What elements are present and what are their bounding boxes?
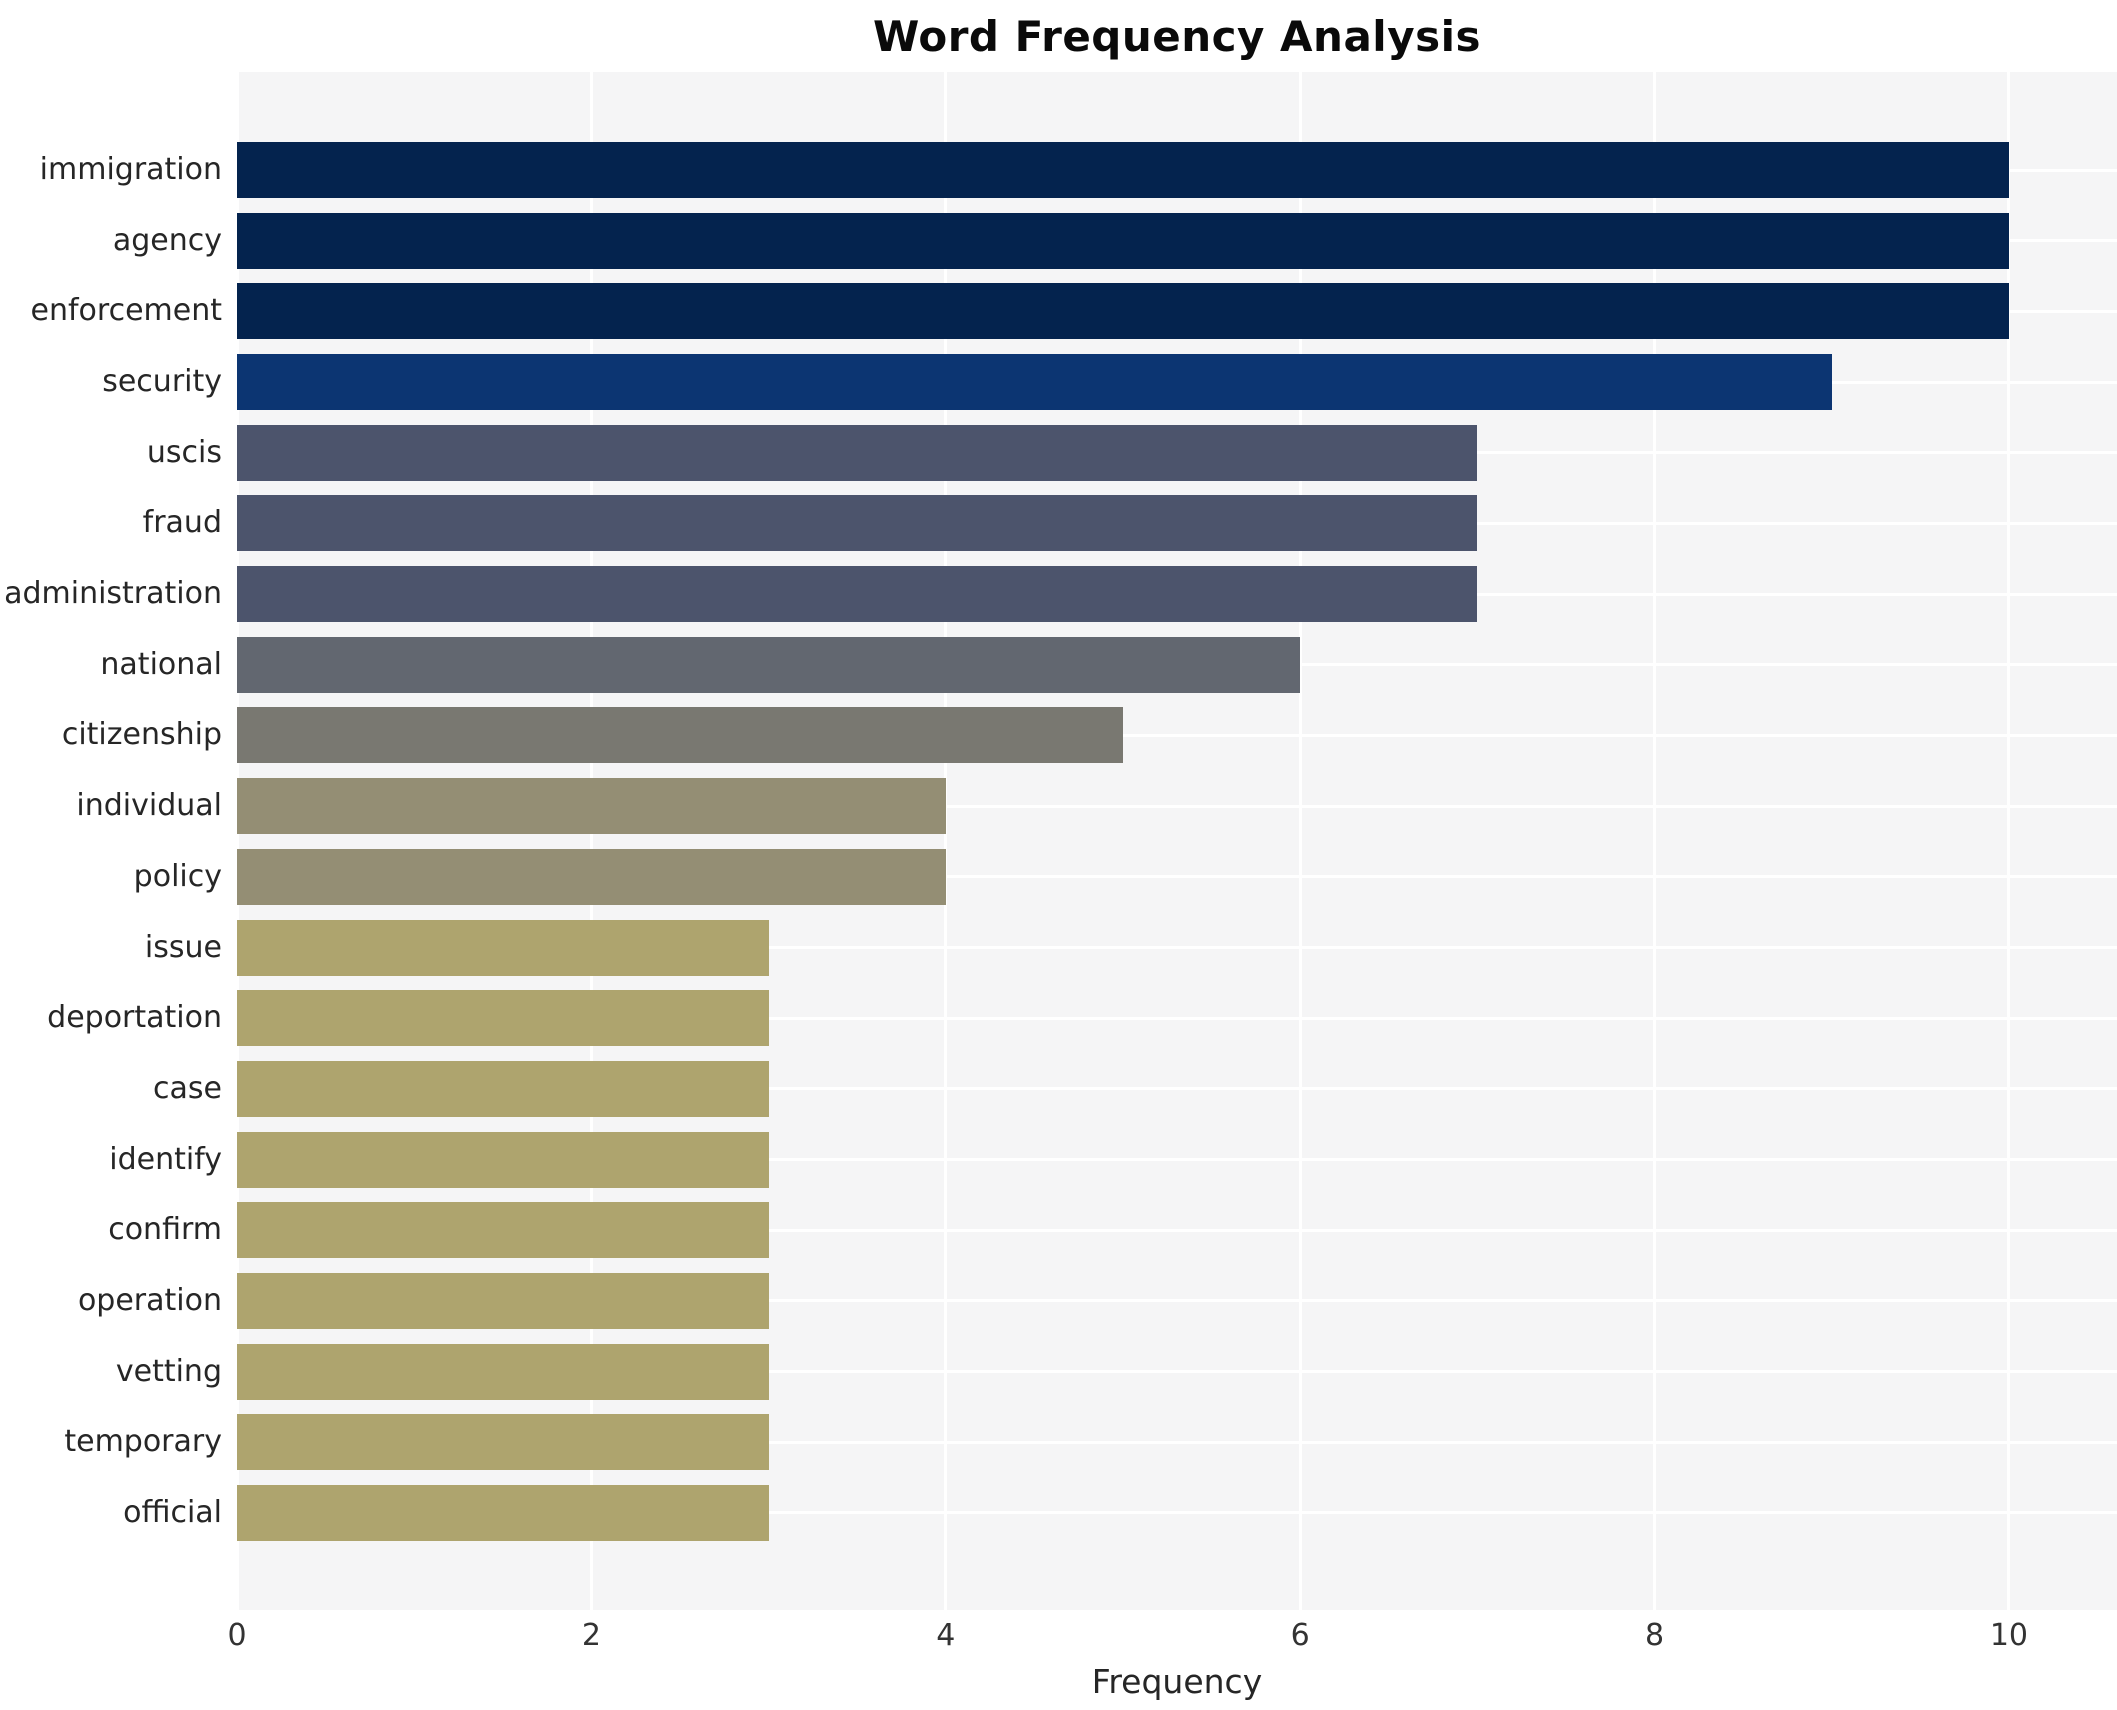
y-axis-label: uscis xyxy=(146,434,222,470)
bar-operation xyxy=(237,1272,769,1329)
h-gridline xyxy=(237,804,2117,808)
bar-case xyxy=(237,1060,769,1117)
h-gridline xyxy=(237,1299,2117,1303)
h-gridline xyxy=(237,1370,2117,1374)
y-axis-label: confirm xyxy=(108,1212,222,1248)
x-tick-label: 0 xyxy=(227,1618,247,1653)
h-gridline xyxy=(237,1440,2117,1444)
bar-policy xyxy=(237,848,946,905)
y-axis-label: immigration xyxy=(39,152,222,188)
x-axis-title: Frequency xyxy=(1091,1662,1263,1701)
bar-temporary xyxy=(237,1414,769,1471)
y-axis-label: official xyxy=(123,1494,222,1530)
y-axis-label: operation xyxy=(77,1282,222,1318)
h-gridline xyxy=(237,1016,2117,1020)
y-axis-label: individual xyxy=(76,788,222,824)
bar-administration xyxy=(237,566,1478,623)
v-gridline xyxy=(944,72,948,1610)
h-gridline xyxy=(237,733,2117,737)
h-gridline xyxy=(237,1511,2117,1515)
v-gridline xyxy=(1653,72,1657,1610)
bar-national xyxy=(237,636,1301,693)
x-tick-label: 2 xyxy=(581,1618,601,1653)
bar-confirm xyxy=(237,1202,769,1259)
y-axis-label: administration xyxy=(4,576,222,612)
y-axis-label: agency xyxy=(112,222,222,258)
bar-immigration xyxy=(237,142,2009,199)
v-gridline xyxy=(235,72,239,1610)
x-tick-label: 6 xyxy=(1290,1618,1310,1653)
y-axis-label: national xyxy=(100,646,222,682)
v-gridline xyxy=(1298,72,1302,1610)
bar-enforcement xyxy=(237,283,2009,340)
bar-identify xyxy=(237,1131,769,1188)
h-gridline xyxy=(237,1158,2117,1162)
bar-agency xyxy=(237,212,2009,269)
v-gridline xyxy=(589,72,593,1610)
y-axis-label: deportation xyxy=(47,1000,222,1036)
h-gridline xyxy=(237,1087,2117,1091)
bar-vetting xyxy=(237,1343,769,1400)
h-gridline xyxy=(237,875,2117,879)
y-axis-label: issue xyxy=(144,929,222,965)
y-axis-label: policy xyxy=(133,858,222,894)
bar-fraud xyxy=(237,495,1478,552)
bar-security xyxy=(237,354,1832,411)
y-axis-label: fraud xyxy=(142,505,222,541)
h-gridline xyxy=(237,1228,2117,1232)
bar-issue xyxy=(237,919,769,976)
x-tick-label: 8 xyxy=(1644,1618,1665,1653)
chart-title: Word Frequency Analysis xyxy=(873,12,1481,61)
bar-individual xyxy=(237,778,946,835)
y-axis-label: identify xyxy=(109,1141,222,1177)
bar-deportation xyxy=(237,990,769,1047)
y-axis-label: case xyxy=(153,1070,222,1106)
y-axis-label: temporary xyxy=(64,1424,222,1460)
y-axis-label: citizenship xyxy=(61,717,222,753)
bar-uscis xyxy=(237,424,1478,481)
plot-area xyxy=(235,72,2117,1610)
y-axis-label: vetting xyxy=(115,1353,222,1389)
x-tick-label: 10 xyxy=(1989,1618,2028,1653)
v-gridline xyxy=(2007,72,2011,1610)
bar-citizenship xyxy=(237,707,1123,764)
x-tick-label: 4 xyxy=(936,1618,956,1653)
y-axis-label: security xyxy=(102,364,222,400)
y-axis-label: enforcement xyxy=(30,293,222,329)
h-gridline xyxy=(237,946,2117,950)
bar-official xyxy=(237,1484,769,1541)
